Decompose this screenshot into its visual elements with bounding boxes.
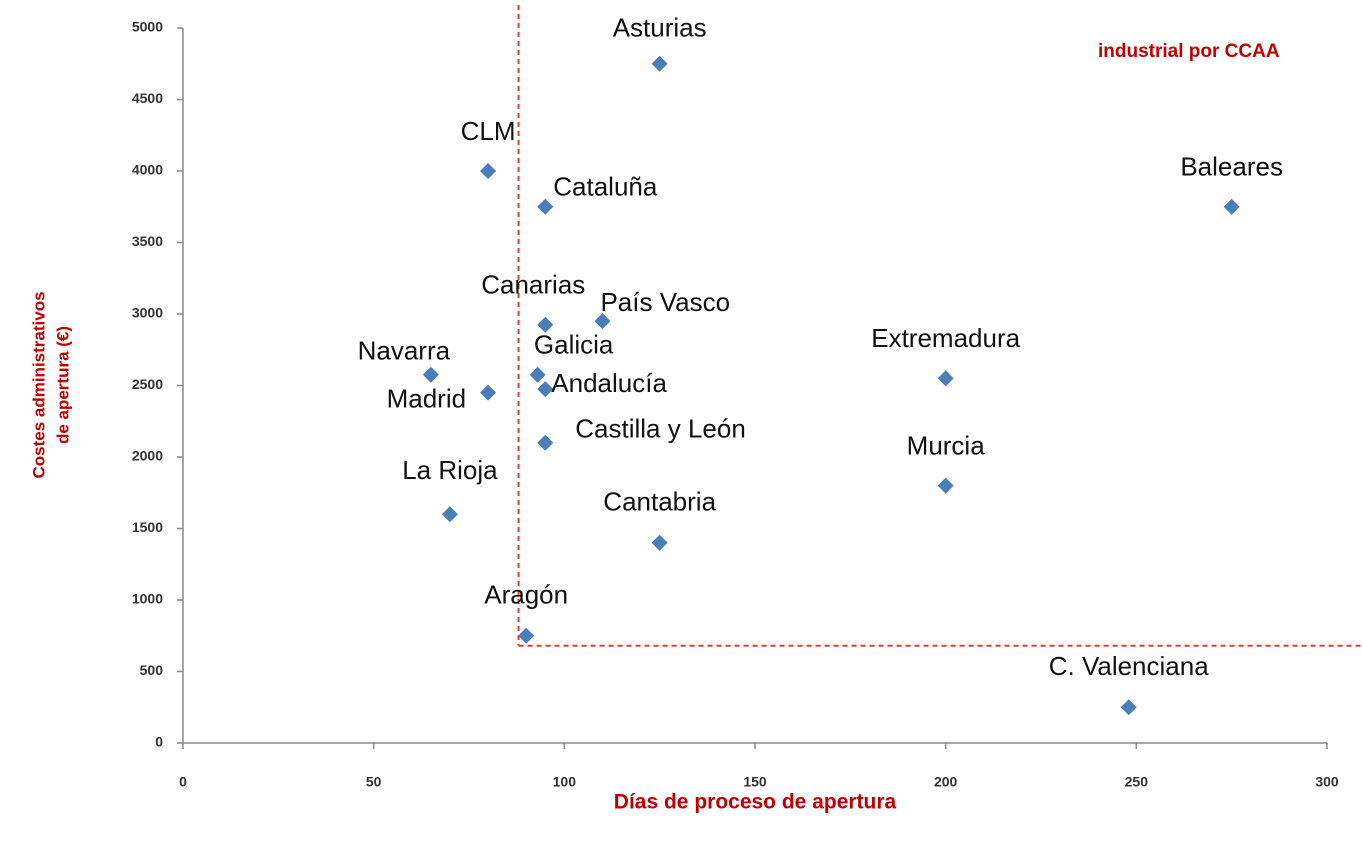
point — [937, 370, 954, 387]
x-tick-label: 200 — [934, 774, 958, 790]
y-tick-label: 5000 — [132, 19, 163, 35]
y-tick-label: 500 — [140, 662, 164, 678]
x-tick-label: 0 — [179, 774, 187, 790]
point-label: Baleares — [1180, 152, 1283, 182]
y-axis-label-line: de apertura (€) — [53, 326, 72, 444]
point-label: Madrid — [387, 384, 466, 414]
point — [937, 477, 954, 494]
point-label: Aragón — [484, 580, 568, 610]
point — [1223, 198, 1240, 215]
x-tick-label: 250 — [1125, 774, 1149, 790]
y-tick-label: 3500 — [132, 233, 163, 249]
point — [422, 366, 439, 383]
point — [480, 384, 497, 401]
point-label: País Vasco — [600, 287, 730, 317]
y-tick-label: 4000 — [132, 162, 163, 178]
y-axis-label: Costes administrativos de apertura (€) — [29, 291, 72, 478]
point-label: La Rioja — [402, 455, 498, 485]
y-axis-label-line: Costes administrativos — [29, 291, 48, 478]
point-label: Castilla y León — [575, 414, 746, 444]
point-label: Canarias — [481, 270, 585, 300]
point — [651, 534, 668, 551]
point — [594, 313, 611, 330]
point — [480, 163, 497, 179]
point-label: Murcia — [907, 430, 986, 460]
y-tick-label: 0 — [155, 734, 163, 750]
point — [537, 198, 554, 215]
point-label: Navarra — [358, 336, 451, 366]
chart-title: industrial por CCAA — [1098, 41, 1280, 62]
y-tick-label: 2500 — [132, 376, 163, 392]
point-label: Cataluña — [553, 172, 658, 202]
point-label: Galicia — [534, 330, 614, 360]
point — [537, 316, 554, 333]
x-axis-label: Días de proceso de apertura — [614, 791, 897, 814]
point-label: Asturias — [613, 13, 707, 43]
x-tick-label: 50 — [366, 774, 382, 790]
x-tick-label: 300 — [1315, 774, 1339, 790]
x-tick-label: 150 — [743, 774, 767, 790]
point — [537, 434, 554, 451]
point-label: C. Valenciana — [1049, 651, 1209, 681]
x-tick-label: 100 — [553, 774, 577, 790]
y-tick-label: 1000 — [132, 591, 163, 607]
point — [518, 627, 535, 644]
point-label: Cantabria — [603, 487, 716, 517]
y-tick-label: 4500 — [132, 90, 163, 106]
point — [441, 506, 458, 523]
point — [651, 55, 668, 72]
point — [529, 366, 546, 383]
point-label: Extremadura — [871, 323, 1020, 353]
point-label: Andalucía — [551, 368, 667, 398]
point-label: CLM — [461, 116, 516, 146]
y-tick-label: 1500 — [132, 519, 163, 535]
y-tick-label: 2000 — [132, 448, 163, 464]
point — [537, 381, 554, 398]
y-tick-label: 3000 — [132, 305, 163, 321]
point — [1120, 699, 1137, 716]
